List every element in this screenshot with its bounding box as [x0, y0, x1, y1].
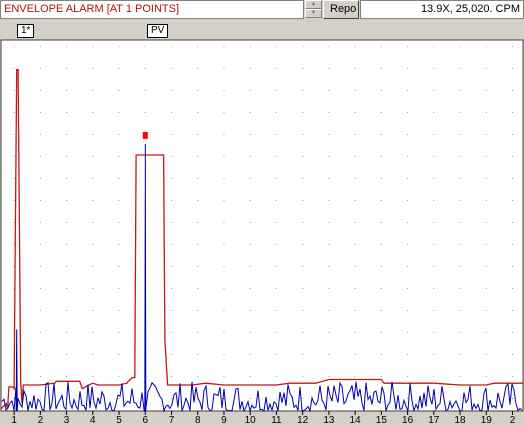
- x-tick-label: 2: [38, 415, 44, 425]
- x-tick-label: 12: [297, 415, 309, 425]
- x-tick-label: 19: [481, 415, 493, 425]
- pv-peak-indicator: [142, 131, 148, 139]
- x-tick-label: 8: [195, 415, 201, 425]
- x-tick-label: 10: [245, 415, 257, 425]
- x-tick-label: 5: [116, 415, 122, 425]
- cursor-readout: 13.9X, 25,020. CPM: [360, 0, 524, 19]
- x-tick-label: 16: [402, 415, 414, 425]
- x-tick-label: 3: [64, 415, 70, 425]
- x-axis-ticks: 1 2 3 4 5 6 7 8 9 10 11 12 13 14 15 16 17 18 19 2: [11, 411, 516, 425]
- x-tick-label: 13: [323, 415, 335, 425]
- alarm-title-field[interactable]: ENVELOPE ALARM [AT 1 POINTS]: [0, 0, 304, 19]
- triangle-down-icon: ▼: [310, 10, 317, 16]
- x-tick-label: 17: [428, 415, 440, 425]
- one-x-marker[interactable]: 1*: [17, 24, 35, 38]
- plot-area[interactable]: [0, 39, 524, 412]
- x-tick-label: 14: [350, 415, 362, 425]
- x-tick-label: 6: [142, 415, 148, 425]
- report-button[interactable]: Repo: [323, 0, 359, 19]
- spectrum-plot[interactable]: 1 2 3 4 5 6 7 8 9 10 11 12 13 14 15 16 17 18 19 2: [0, 21, 524, 425]
- x-tick-label: 7: [169, 415, 175, 425]
- envelope-alarm-line: [0, 69, 523, 410]
- x-tick-label: 9: [221, 415, 227, 425]
- x-tick-label: 18: [454, 415, 466, 425]
- x-tick-label: 11: [271, 415, 282, 425]
- toolbar: ENVELOPE ALARM [AT 1 POINTS] ▲ ▼ Repo 13…: [0, 0, 524, 21]
- x-tick-label: 2: [510, 415, 516, 425]
- pv-marker[interactable]: PV: [147, 24, 169, 38]
- spectrum-series-line: [1, 143, 523, 413]
- triangle-up-icon: ▲: [310, 1, 317, 7]
- scroll-up-button[interactable]: ▲: [305, 0, 322, 9]
- scroll-buttons: ▲ ▼: [305, 0, 322, 19]
- scroll-down-button[interactable]: ▼: [305, 9, 322, 18]
- x-tick-label: 15: [376, 415, 388, 425]
- x-tick-label: 4: [90, 415, 96, 425]
- x-tick-label: 1: [11, 415, 17, 425]
